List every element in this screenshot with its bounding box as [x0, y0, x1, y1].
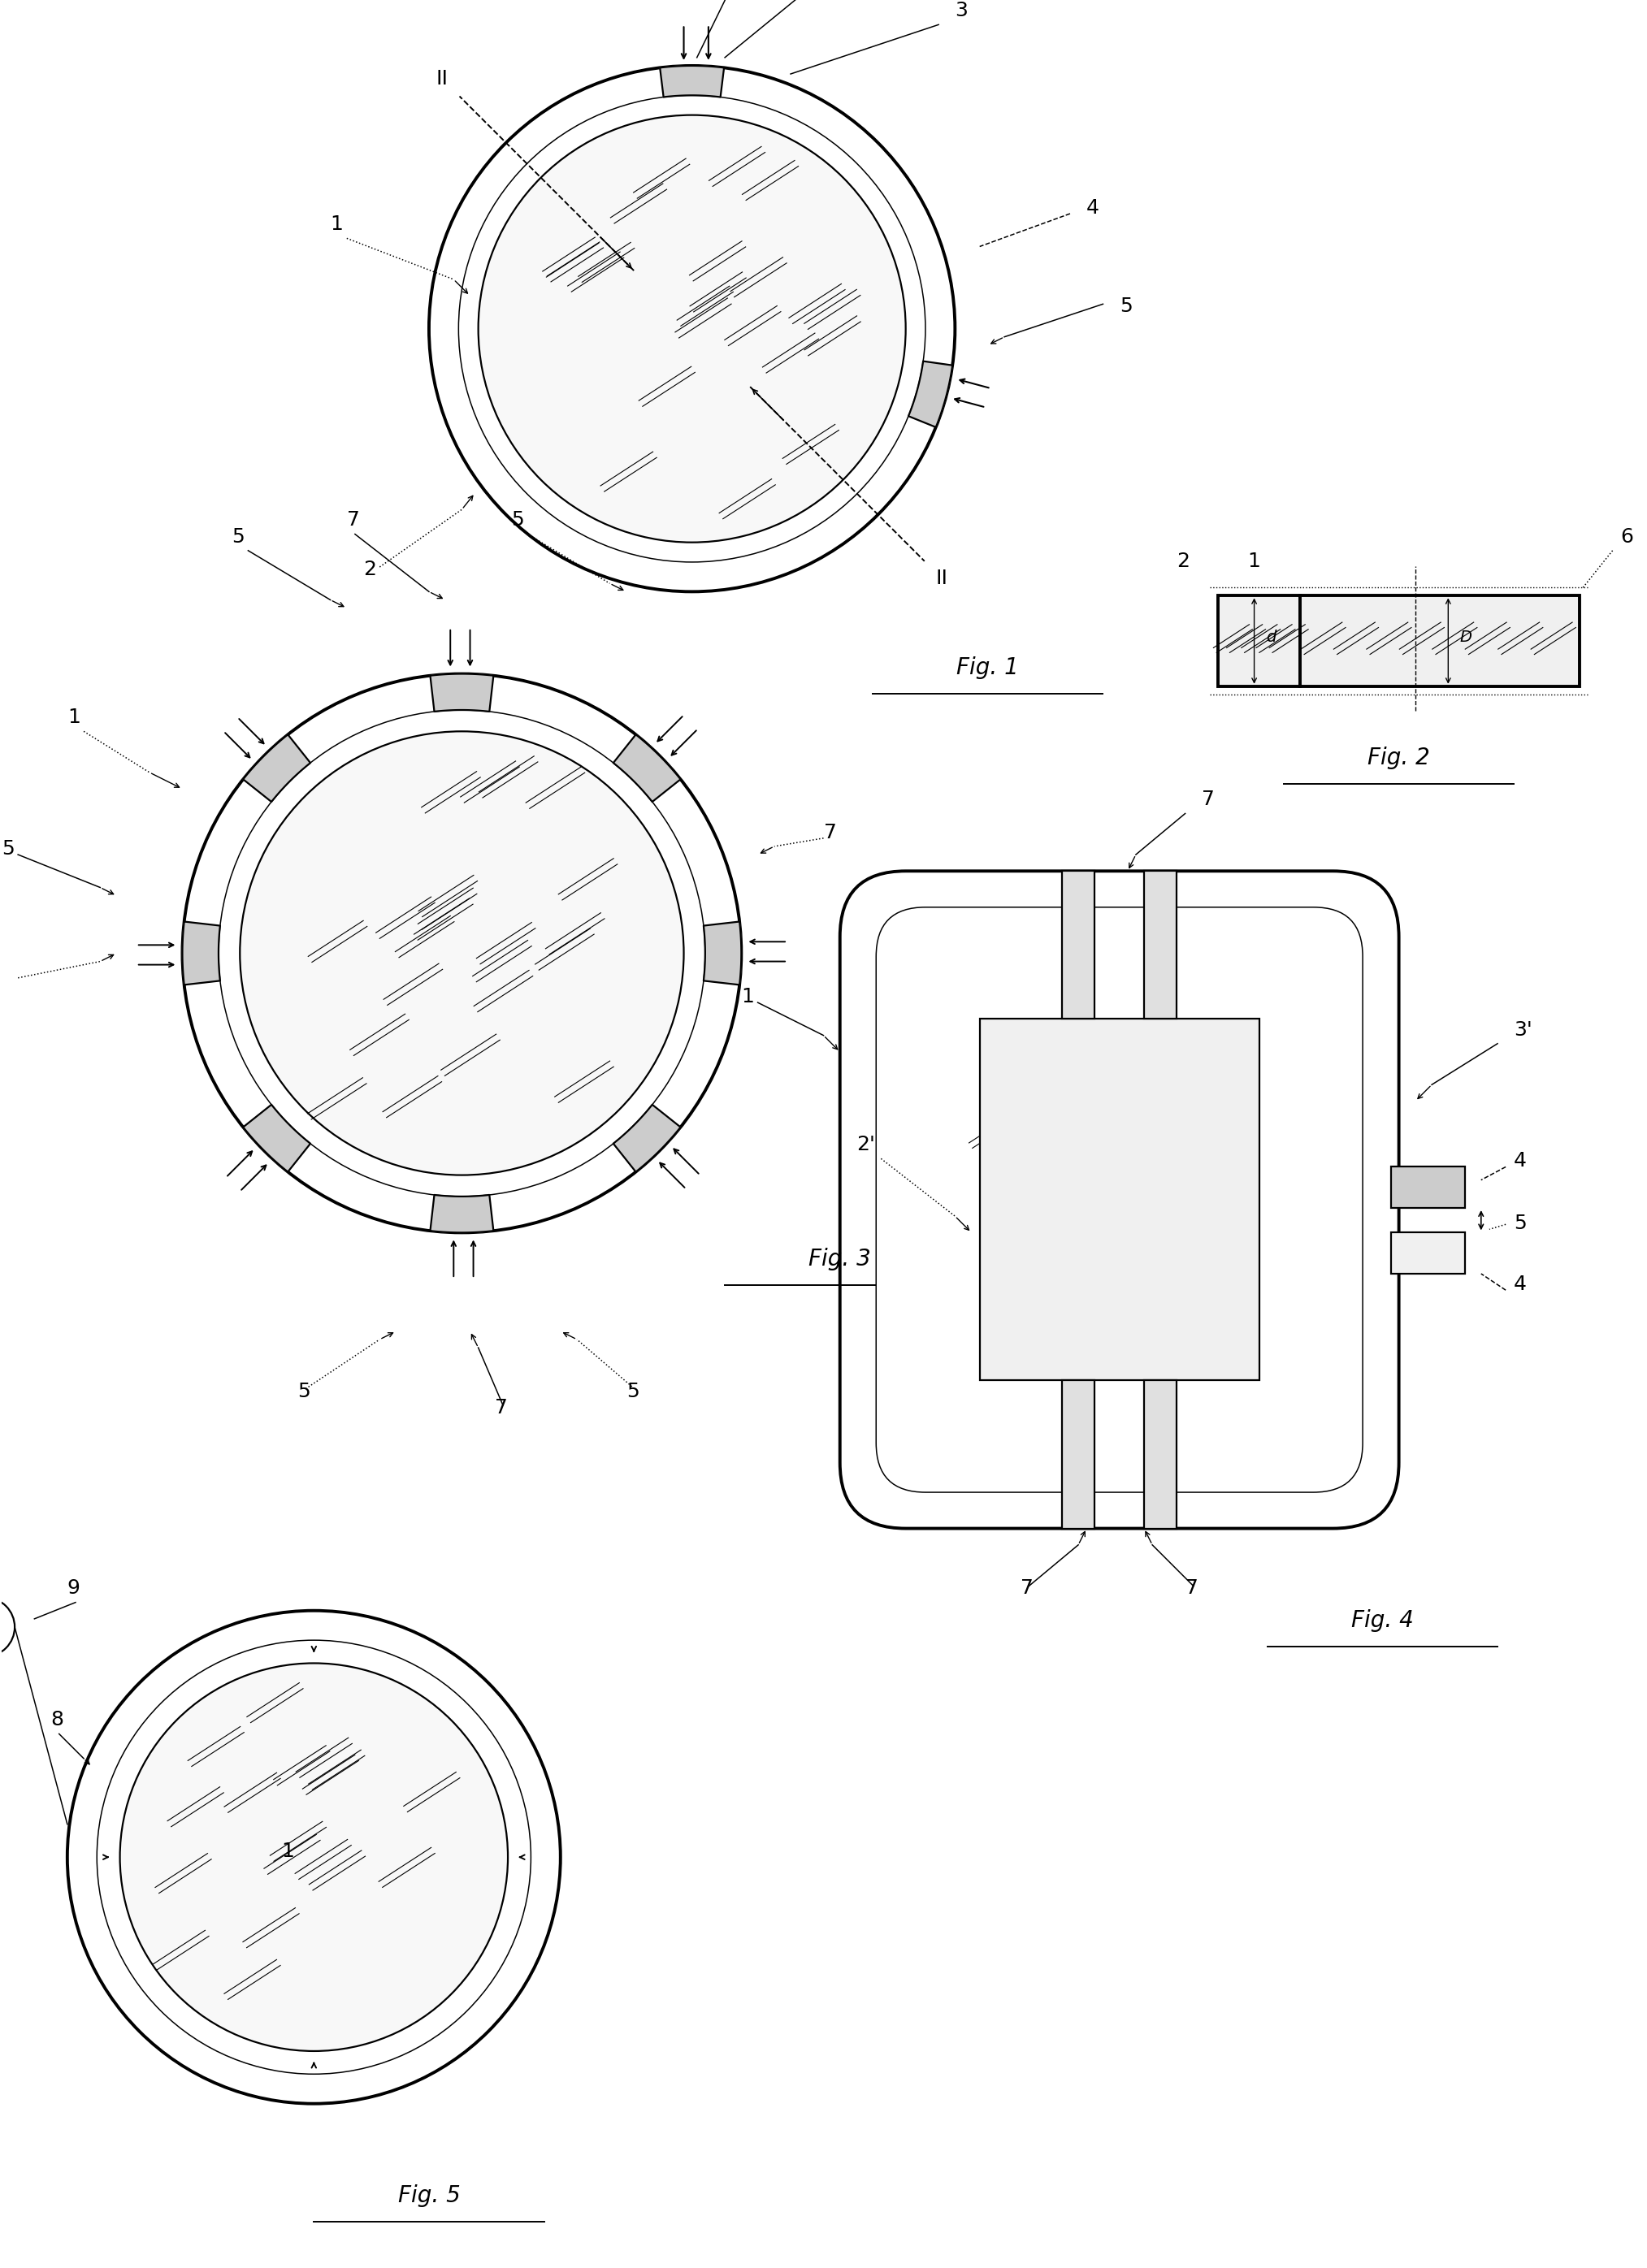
- Polygon shape: [703, 921, 741, 984]
- Text: 2': 2': [856, 1134, 875, 1154]
- Text: D: D: [1459, 631, 1472, 646]
- Bar: [1145, 871, 1178, 1018]
- Text: 1: 1: [1248, 551, 1260, 572]
- Text: 1: 1: [741, 987, 754, 1007]
- Text: d: d: [1265, 631, 1276, 646]
- Text: Fig. 5: Fig. 5: [399, 2184, 460, 2207]
- Text: 4: 4: [1514, 1152, 1527, 1170]
- Text: 5: 5: [298, 1381, 310, 1402]
- Text: II: II: [436, 68, 448, 88]
- Text: 5: 5: [1120, 297, 1131, 315]
- Text: 4: 4: [1514, 1275, 1527, 1295]
- Polygon shape: [613, 735, 680, 803]
- Bar: [1219, 596, 1299, 687]
- Circle shape: [478, 116, 906, 542]
- Text: 2: 2: [364, 560, 376, 578]
- Polygon shape: [430, 1195, 494, 1232]
- Text: 7: 7: [494, 1397, 507, 1418]
- Text: 1: 1: [282, 1842, 293, 1862]
- Bar: [980, 1018, 1260, 1381]
- FancyBboxPatch shape: [840, 871, 1398, 1529]
- Bar: [1145, 1381, 1178, 1529]
- Text: 5: 5: [1514, 1213, 1527, 1234]
- Text: Fig. 2: Fig. 2: [1367, 746, 1430, 769]
- Polygon shape: [909, 361, 952, 426]
- Text: 7: 7: [348, 510, 359, 531]
- Bar: [1062, 871, 1095, 1018]
- Bar: [1299, 596, 1579, 687]
- Text: Fig. 3: Fig. 3: [809, 1247, 871, 1270]
- Circle shape: [240, 730, 684, 1175]
- Text: 7: 7: [1021, 1579, 1034, 1599]
- Polygon shape: [244, 735, 310, 803]
- Polygon shape: [244, 1105, 310, 1173]
- Bar: [1062, 1381, 1095, 1529]
- Text: 5: 5: [626, 1381, 639, 1402]
- Text: 2: 2: [1178, 551, 1189, 572]
- Text: II: II: [935, 569, 949, 587]
- Text: Fig. 1: Fig. 1: [957, 655, 1019, 678]
- Text: 7: 7: [1202, 789, 1214, 810]
- Polygon shape: [430, 674, 494, 712]
- Bar: [1390, 1166, 1464, 1209]
- Text: 3: 3: [955, 0, 968, 20]
- Text: 6: 6: [1621, 526, 1634, 547]
- Text: 4: 4: [1087, 197, 1100, 218]
- Text: 5: 5: [2, 839, 15, 860]
- Text: Fig. 4: Fig. 4: [1351, 1610, 1413, 1633]
- Circle shape: [0, 1597, 15, 1656]
- Bar: [1390, 1232, 1464, 1275]
- Text: 7: 7: [1186, 1579, 1197, 1599]
- Text: 8: 8: [51, 1710, 64, 1730]
- Text: 3': 3': [1514, 1021, 1532, 1039]
- Text: 5: 5: [511, 510, 524, 531]
- Text: 9: 9: [68, 1579, 81, 1599]
- Polygon shape: [660, 66, 725, 98]
- Polygon shape: [183, 921, 221, 984]
- Text: 1: 1: [331, 215, 343, 234]
- FancyBboxPatch shape: [876, 907, 1362, 1492]
- Text: 7: 7: [824, 823, 837, 841]
- Text: 5: 5: [232, 526, 244, 547]
- Circle shape: [120, 1662, 507, 2050]
- Text: 1: 1: [68, 708, 81, 728]
- Polygon shape: [613, 1105, 680, 1173]
